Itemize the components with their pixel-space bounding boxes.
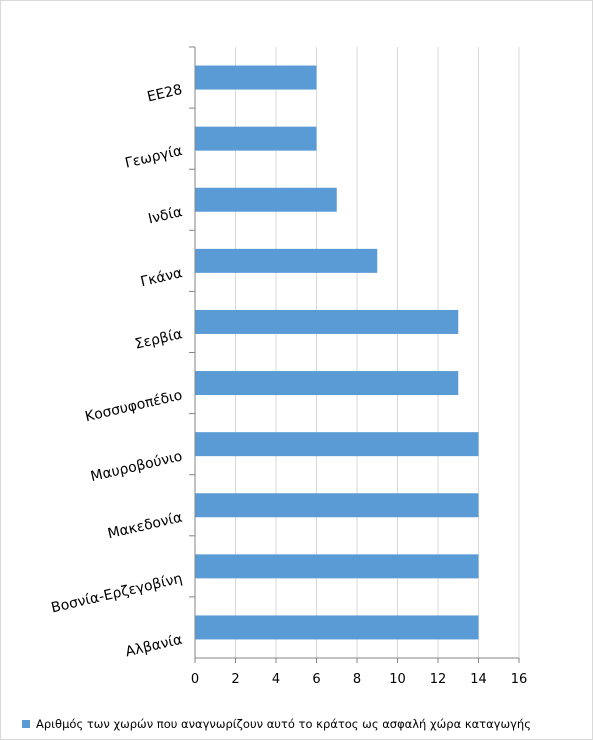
category-label: ΕΕ28 [146,82,184,106]
x-tick-label: 0 [191,672,199,687]
x-tick-label: 6 [312,672,320,687]
category-label: Ινδία [147,204,184,227]
bar [195,187,337,212]
legend-label: Αριθμός των χωρών που αναγνωρίζουν αυτό … [36,717,531,731]
x-tick-label: 14 [470,672,487,687]
category-labels: ΕΕ28 Γεωργία Ινδία Γκάνα Σερβία Κοσσυφοπέδιο Μ… [50,82,184,660]
bar [195,432,479,457]
bar [195,309,459,334]
legend-swatch [22,720,30,728]
x-tick-label: 10 [389,672,406,687]
bar [195,371,459,396]
axes [189,46,519,659]
category-label: Σερβία [133,326,184,352]
category-label: Κοσσυφοπέδιο [84,387,184,425]
x-tick-label: 12 [430,672,447,687]
bars [195,65,479,640]
category-label: Μαυροβούνιο [89,448,184,485]
bar [195,248,378,273]
x-tick-label: 2 [231,672,239,687]
category-label: Γκάνα [139,265,184,290]
category-label: Βοσνία-Ερζεγοβίνη [50,571,184,617]
bar [195,493,479,518]
x-tick-label: 8 [353,672,361,687]
legend: Αριθμός των χωρών που αναγνωρίζουν αυτό … [22,717,531,731]
bar [195,554,479,579]
bar [195,65,317,90]
category-label: Γεωργία [124,143,184,172]
bar [195,126,317,151]
category-label: Μακεδονία [106,510,184,543]
bar [195,615,479,640]
x-tick-labels: 0 2 4 6 8 10 12 14 16 [191,672,527,687]
category-label: Αλβανία [124,632,184,661]
x-tick-label: 16 [511,672,528,687]
x-tick-label: 4 [272,672,280,687]
